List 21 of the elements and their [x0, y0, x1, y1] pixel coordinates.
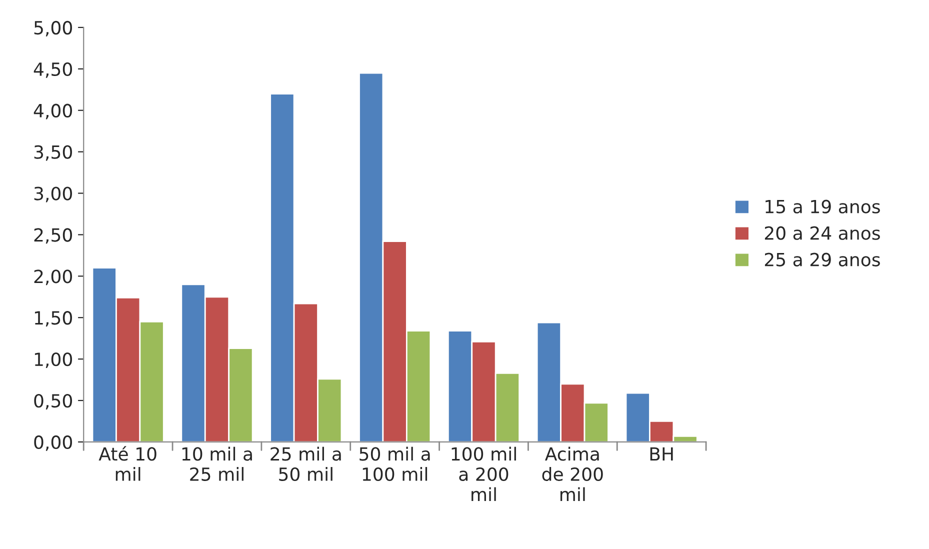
x-tick-label: Acima de 200 mil [542, 446, 603, 501]
y-tick-label: 0,00 [34, 435, 72, 451]
y-tick-label: 4,00 [34, 104, 72, 120]
legend-label: 25 a 29 anos [764, 252, 880, 266]
y-tick-label: 1,50 [34, 311, 72, 327]
y-tick-label: 2,00 [34, 270, 72, 286]
y-tick-label: 1,00 [34, 352, 72, 368]
y-tick-label: 3,00 [34, 186, 72, 202]
x-tick-label: 50 mil a 100 mil [360, 446, 430, 481]
x-tick-label: 25 mil a 50 mil [270, 446, 341, 481]
y-tick-label: 2,50 [34, 228, 72, 244]
x-tick-label: Até 10 mil [98, 446, 156, 481]
legend-label: 20 a 24 anos [764, 226, 880, 240]
x-tick-label: 100 mil a 200 mil [452, 446, 516, 501]
y-tick-label: 5,00 [34, 20, 72, 36]
y-tick-label: 4,50 [34, 62, 72, 78]
x-tick-label: 10 mil a 25 mil [182, 446, 252, 481]
x-tick-label: BH [650, 447, 673, 461]
y-tick-label: 3,50 [34, 145, 72, 161]
legend-label: 15 a 19 anos [766, 200, 880, 214]
y-tick-label: 0,50 [34, 394, 72, 410]
